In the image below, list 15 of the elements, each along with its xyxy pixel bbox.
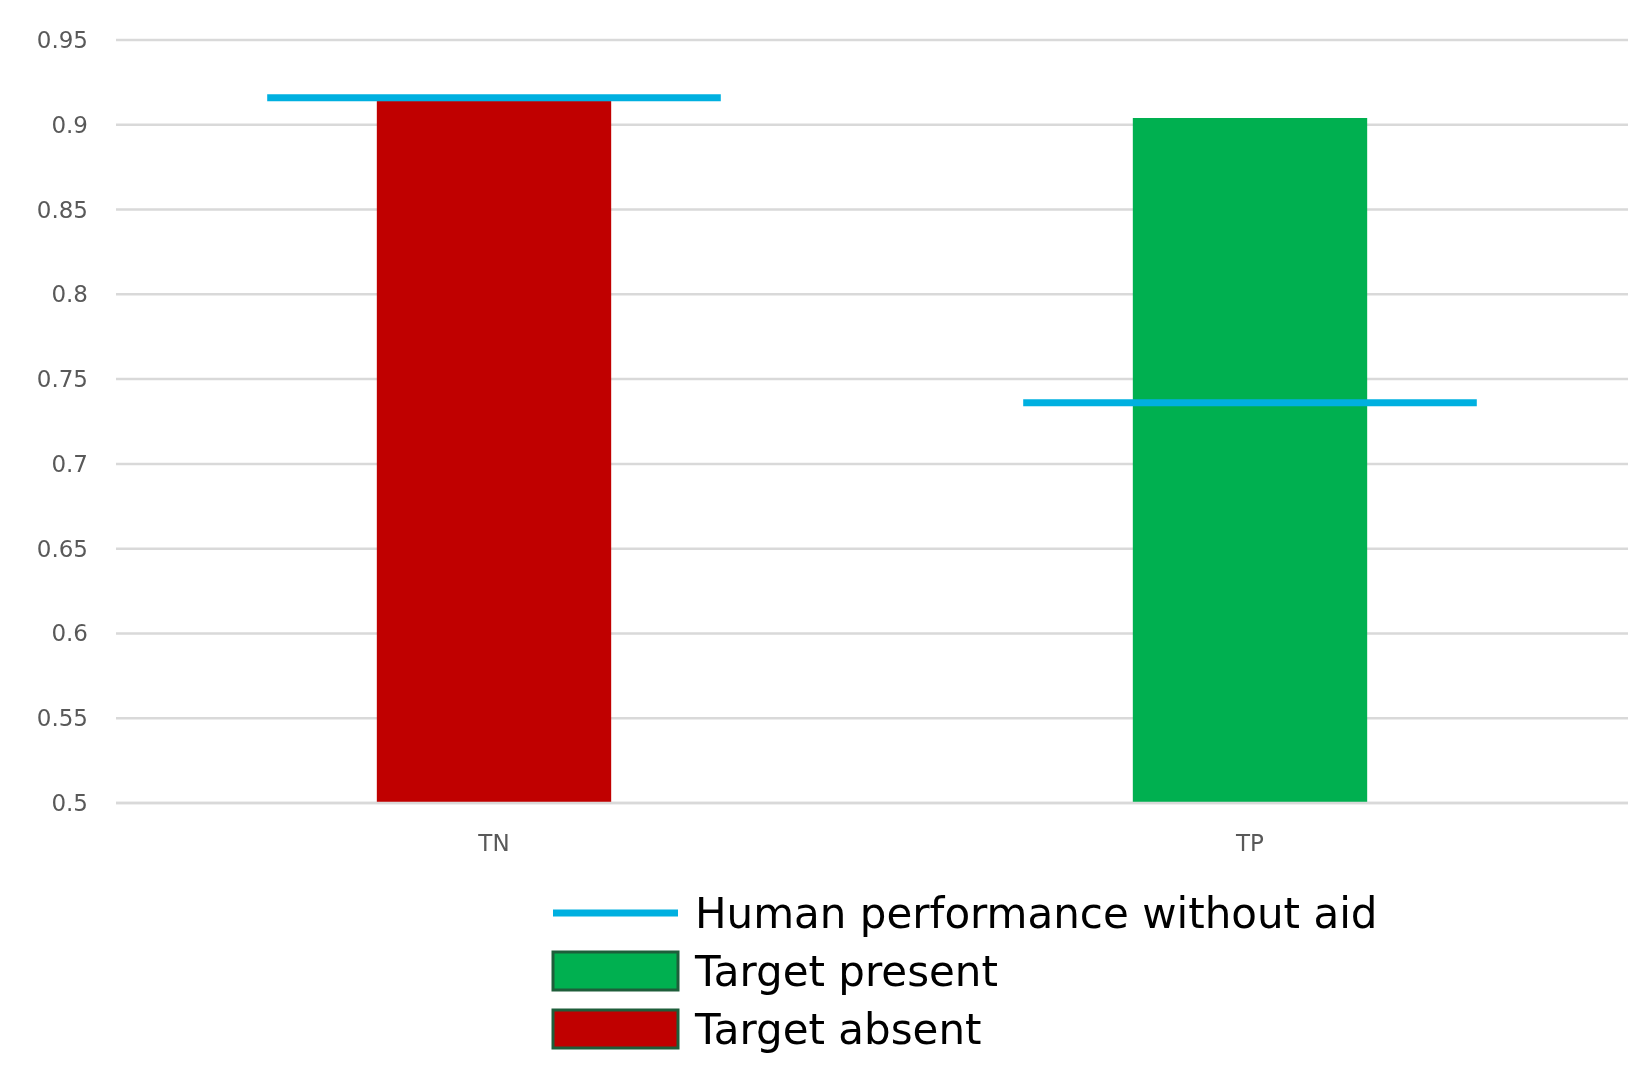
legend-label: Target absent bbox=[694, 1004, 982, 1054]
legend-label: Human performance without aid bbox=[695, 888, 1378, 938]
y-tick-label: 0.5 bbox=[51, 790, 88, 817]
y-tick-label: 0.9 bbox=[51, 111, 88, 138]
y-tick-label: 0.85 bbox=[36, 196, 88, 223]
x-tick-label: TP bbox=[1235, 830, 1265, 856]
y-tick-label: 0.95 bbox=[36, 27, 88, 54]
y-tick-label: 0.75 bbox=[36, 366, 88, 393]
y-tick-label: 0.6 bbox=[51, 620, 88, 647]
y-tick-label: 0.8 bbox=[51, 281, 88, 308]
y-tick-label: 0.7 bbox=[51, 450, 88, 477]
y-tick-label: 0.65 bbox=[36, 535, 88, 562]
x-tick-label: TN bbox=[477, 830, 510, 856]
y-tick-label: 0.55 bbox=[36, 705, 88, 732]
legend-label: Target present bbox=[694, 946, 998, 996]
